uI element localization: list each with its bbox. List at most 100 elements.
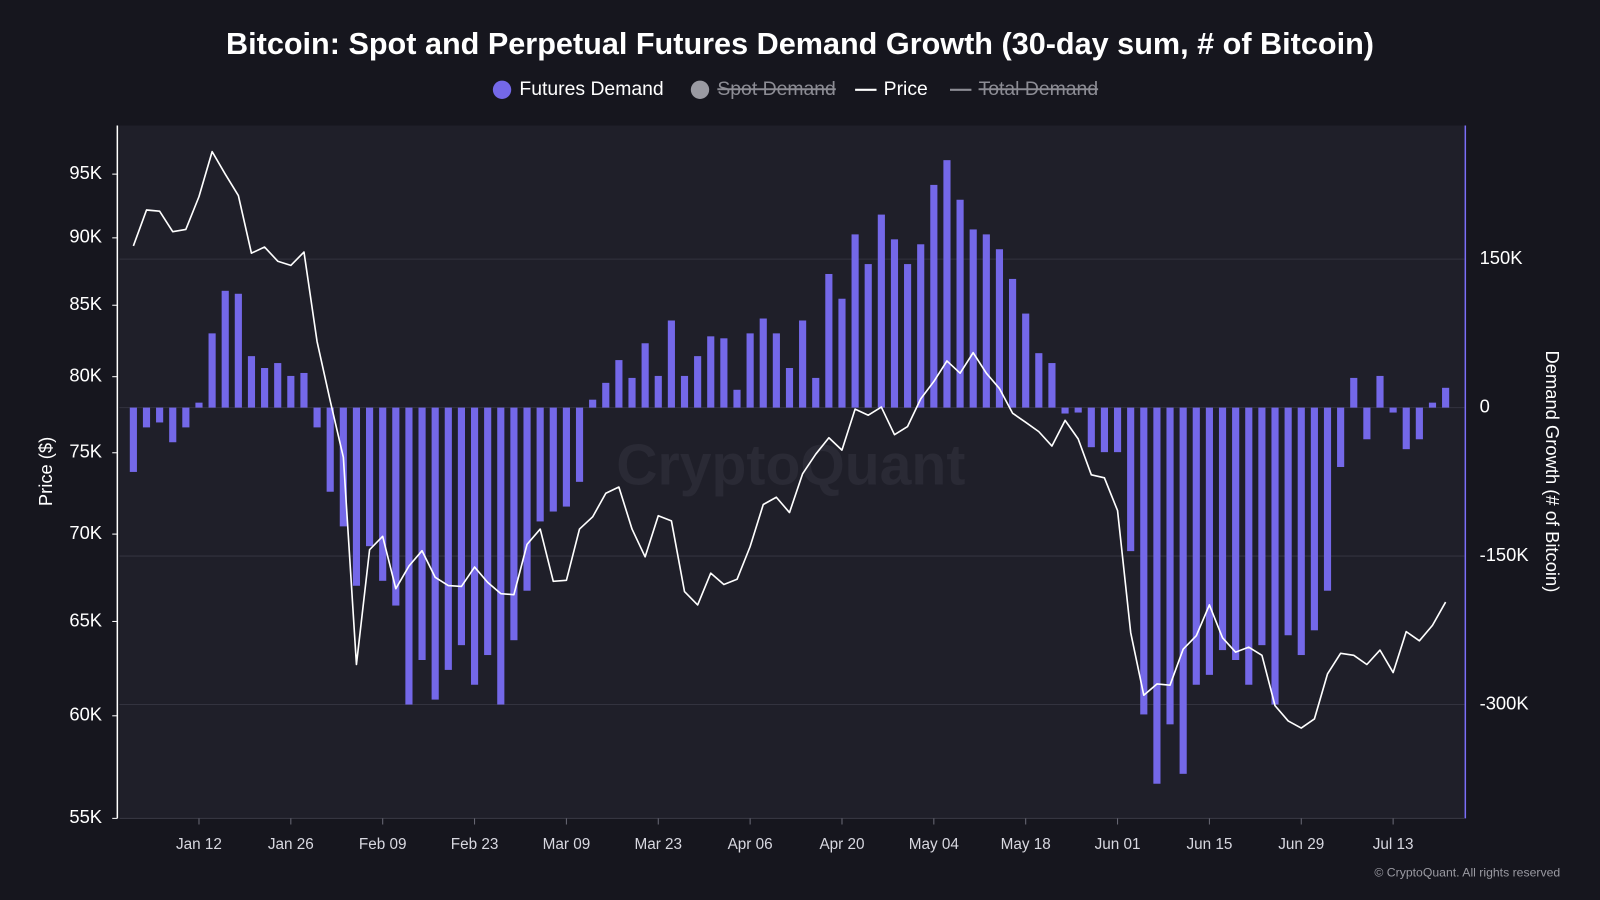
x-tick-label: May 04 [909, 836, 960, 853]
y-axis-title: Price ($) [35, 437, 56, 506]
legend-label[interactable]: Futures Demand [519, 78, 663, 100]
bar [995, 249, 1004, 408]
x-tick-label: Jun 15 [1186, 836, 1232, 853]
bar [1428, 402, 1437, 408]
bar [562, 407, 570, 507]
bar [1415, 407, 1423, 440]
bar [1035, 353, 1043, 408]
bar [1245, 407, 1253, 685]
bar [142, 407, 151, 428]
bar [720, 338, 728, 408]
bar [1389, 407, 1397, 413]
bar [169, 407, 177, 443]
bar [825, 273, 833, 408]
bar [1376, 375, 1384, 408]
bar [602, 382, 610, 408]
bar [1192, 407, 1200, 685]
x-tick-label: May 18 [1001, 836, 1051, 853]
bar [1402, 407, 1410, 450]
bar [654, 375, 662, 408]
footer: © CryptoQuant. All rights reserved [1374, 866, 1560, 880]
bar [352, 407, 361, 586]
bar [1074, 407, 1082, 413]
bar [1323, 407, 1332, 591]
legend-label[interactable]: Spot Demand [717, 78, 835, 100]
bar [156, 407, 164, 423]
bar [917, 244, 925, 408]
bar [129, 407, 137, 472]
bar [1442, 387, 1450, 408]
bar [1218, 407, 1227, 651]
x-tick-label: Apr 06 [728, 836, 773, 853]
bar [1087, 407, 1095, 448]
bar [484, 407, 492, 656]
bar [877, 214, 885, 408]
bar [1009, 278, 1017, 408]
x-tick-label: Feb 09 [359, 836, 407, 853]
bar [969, 229, 977, 408]
y-tick-label: 80K [69, 365, 102, 386]
y-tick-label: 90K [69, 226, 102, 247]
bar [418, 407, 426, 661]
legend-label[interactable]: Total Demand [979, 78, 1099, 100]
price-line [132, 150, 1447, 729]
bar [694, 356, 702, 408]
bar [1205, 407, 1213, 675]
bar [1153, 407, 1161, 784]
y-tick-label: 60K [69, 704, 102, 725]
y-tick-label: 75K [69, 441, 102, 462]
bar [982, 234, 990, 408]
bar [1061, 407, 1069, 414]
bar [392, 407, 400, 606]
bar [615, 360, 623, 408]
bar [405, 407, 413, 705]
bar [234, 293, 242, 408]
y-tick-label: 95K [69, 162, 102, 183]
bar [1284, 407, 1292, 636]
bar [904, 264, 912, 408]
y-tick-label: 85K [69, 293, 102, 314]
bar [759, 318, 767, 408]
bar [326, 407, 334, 492]
bar [890, 239, 899, 408]
legend-marker [690, 80, 710, 99]
bar [247, 356, 256, 408]
x-tick-label: Jan 26 [268, 836, 314, 853]
bar [1271, 407, 1279, 705]
bar [1166, 407, 1174, 725]
x-tick-label: Apr 20 [819, 836, 864, 853]
x-tick-label: Jan 12 [176, 836, 222, 853]
bar [746, 333, 754, 408]
bar [287, 375, 295, 408]
bar [785, 368, 794, 408]
bar [457, 407, 465, 646]
bar [707, 336, 715, 408]
y-tick-label: 55K [69, 806, 102, 827]
bar [1179, 407, 1187, 774]
bar [589, 399, 597, 408]
bar [680, 375, 689, 408]
bar [195, 402, 203, 408]
bar [470, 407, 479, 685]
x-tick-label: Mar 09 [543, 836, 591, 853]
bar [313, 407, 321, 428]
x-tick-label: Mar 23 [634, 836, 682, 853]
bar [1232, 407, 1240, 661]
bar [812, 377, 820, 408]
legend-label[interactable]: Price [884, 78, 928, 100]
bar [549, 407, 557, 512]
bar [1022, 313, 1030, 408]
bar [261, 368, 269, 408]
chart-title: Bitcoin: Spot and Perpetual Futures Dema… [226, 27, 1374, 61]
bar [799, 320, 807, 408]
bar [838, 298, 846, 408]
bar [208, 333, 216, 408]
y2-axis-title: Demand Growth (# of Bitcoin) [1542, 351, 1563, 593]
bar [366, 407, 374, 547]
y-tick-label: 65K [69, 609, 102, 630]
x-tick-label: Jun 29 [1278, 836, 1324, 853]
bar [772, 333, 780, 408]
legend: Futures Demand Spot Demand Price Total Dema… [492, 78, 1099, 100]
